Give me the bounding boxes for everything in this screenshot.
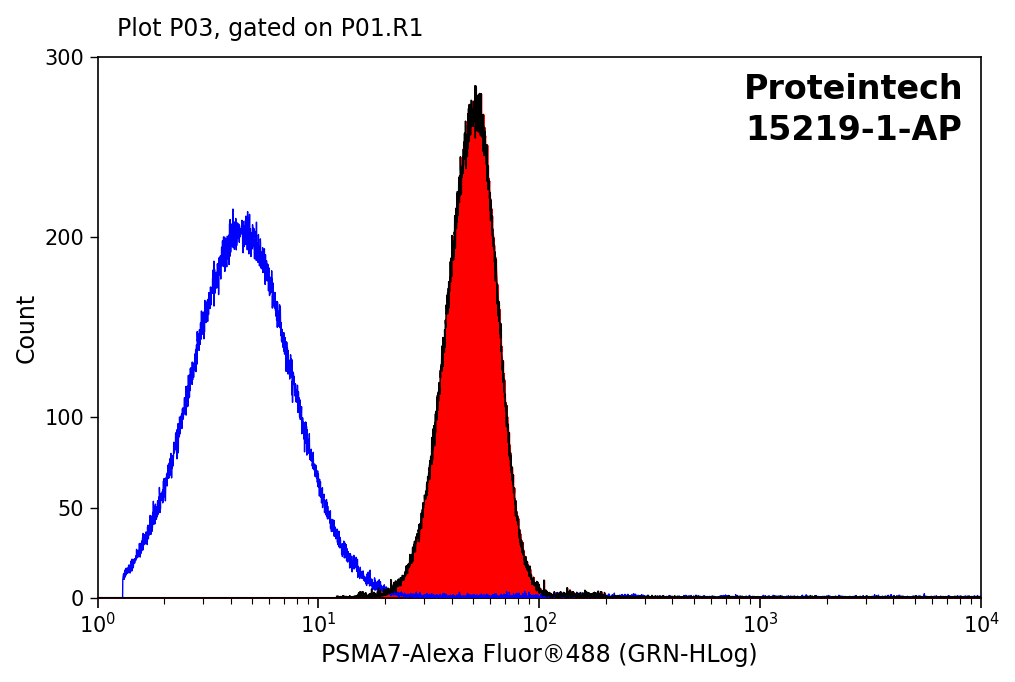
X-axis label: PSMA7-Alexa Fluor®488 (GRN-HLog): PSMA7-Alexa Fluor®488 (GRN-HLog): [321, 643, 758, 667]
Text: Plot P03, gated on P01.R1: Plot P03, gated on P01.R1: [117, 17, 423, 41]
Text: Proteintech
15219-1-AP: Proteintech 15219-1-AP: [744, 74, 963, 147]
Y-axis label: Count: Count: [15, 293, 39, 363]
